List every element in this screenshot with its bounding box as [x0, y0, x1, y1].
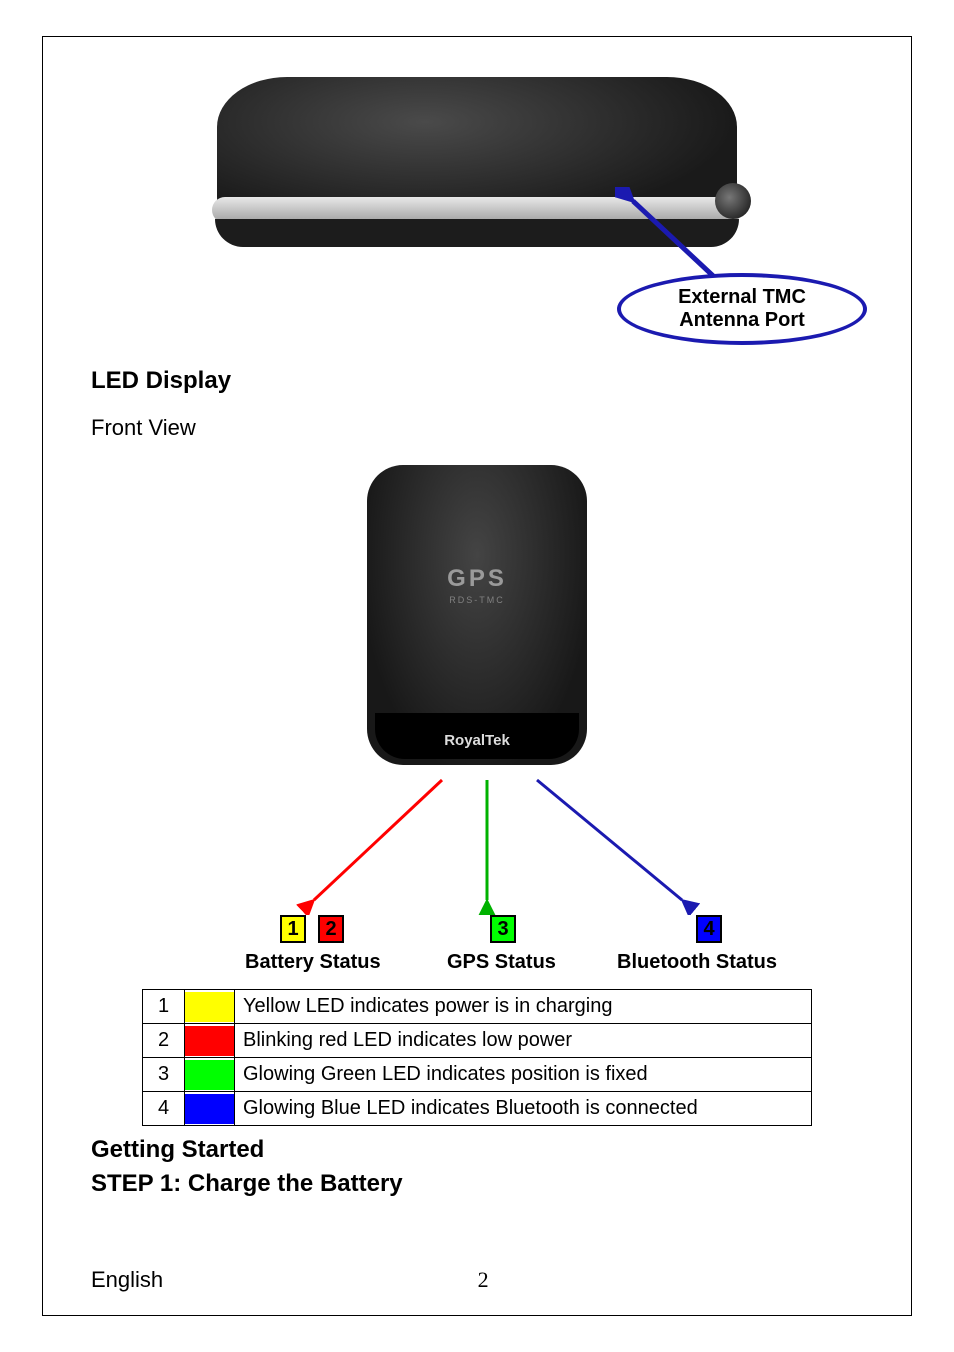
label-battery-status: Battery Status — [245, 951, 381, 974]
arrow-blue-icon — [537, 780, 682, 900]
table-row: 2 Blinking red LED indicates low power — [143, 1024, 812, 1058]
led-row-description: Glowing Blue LED indicates Bluetooth is … — [235, 1092, 812, 1126]
led-row-number: 2 — [143, 1024, 185, 1058]
led-row-number: 4 — [143, 1092, 185, 1126]
footer-language: English — [91, 1267, 163, 1293]
table-row: 3 Glowing Green LED indicates position is… — [143, 1058, 812, 1092]
label-gps-status: GPS Status — [447, 951, 556, 974]
led-row-swatch — [185, 1058, 235, 1092]
led-row-swatch — [185, 990, 235, 1024]
led-row-description: Blinking red LED indicates low power — [235, 1024, 812, 1058]
device-front-body: GPS RDS-TMC RoyalTek — [367, 465, 587, 765]
device-front-subtext: RDS-TMC — [367, 595, 587, 605]
led-row-description: Yellow LED indicates power is in chargin… — [235, 990, 812, 1024]
table-row: 4 Glowing Blue LED indicates Bluetooth is… — [143, 1092, 812, 1126]
led-row-number: 1 — [143, 990, 185, 1024]
led-number-row: 12 3 4 — [167, 915, 787, 949]
led-row-description: Glowing Green LED indicates position is … — [235, 1058, 812, 1092]
callout-bubble: External TMC Antenna Port — [617, 273, 867, 345]
led-table-body: 1 Yellow LED indicates power is in chargi… — [143, 990, 812, 1126]
led-number-box-3: 3 — [490, 915, 516, 943]
footer-page-number: 2 — [163, 1267, 803, 1293]
label-front-view: Front View — [91, 415, 863, 441]
led-row-swatch — [185, 1024, 235, 1058]
led-row-swatch — [185, 1092, 235, 1126]
led-description-table: 1 Yellow LED indicates power is in chargi… — [142, 989, 812, 1126]
led-group-labels: Battery Status GPS Status Bluetooth Stat… — [167, 951, 787, 979]
device-front-gps-text: GPS — [367, 565, 587, 593]
led-number-box-4: 4 — [696, 915, 722, 943]
led-arrows-svg — [91, 775, 863, 915]
callout-text: External TMC Antenna Port — [678, 286, 806, 332]
footer-spacer — [803, 1267, 863, 1293]
device-front-figure: GPS RDS-TMC RoyalTek — [91, 465, 863, 775]
device-front-brand: RoyalTek — [367, 732, 587, 749]
led-number-box-1: 1 — [280, 915, 306, 943]
table-row: 1 Yellow LED indicates power is in chargi… — [143, 990, 812, 1024]
heading-led-display: LED Display — [91, 367, 863, 395]
device-top-figure: External TMC Antenna Port — [197, 67, 757, 287]
page-footer: English 2 — [91, 1267, 863, 1293]
page-frame: External TMC Antenna Port LED Display Fr… — [42, 36, 912, 1316]
led-arrows-figure — [91, 775, 863, 915]
heading-getting-started: Getting Started — [91, 1136, 863, 1164]
led-row-number: 3 — [143, 1058, 185, 1092]
led-number-box-2: 2 — [318, 915, 344, 943]
heading-step-1: STEP 1: Charge the Battery — [91, 1170, 863, 1198]
label-bluetooth-status: Bluetooth Status — [617, 951, 777, 974]
arrow-red-icon — [314, 780, 442, 900]
